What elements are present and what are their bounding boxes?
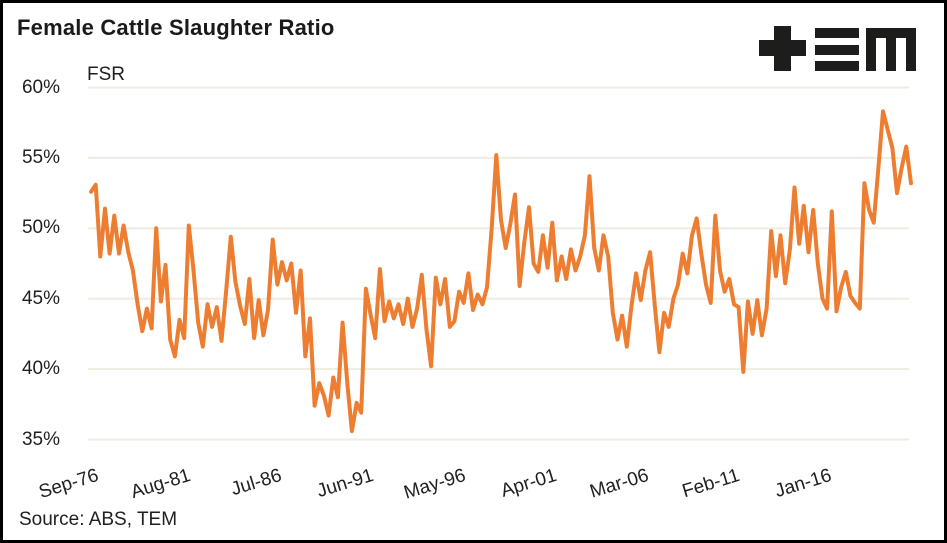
y-axis-label: 35% (21, 428, 60, 450)
y-axis-label: 40% (21, 358, 60, 380)
tem-logo-icon (759, 26, 916, 71)
y-axis-label: 45% (21, 287, 60, 309)
gridlines (88, 86, 909, 441)
y-axis-label: 55% (21, 146, 60, 168)
fsr-data-line (89, 109, 913, 434)
page-title: Female Cattle Slaughter Ratio (17, 15, 335, 40)
tem-logo-shapes (759, 26, 916, 71)
fsr-line-chart (88, 86, 913, 441)
y-axis-label: 50% (21, 217, 60, 239)
y-axis-series-label: FSR (87, 64, 125, 85)
source-note: Source: ABS, TEM (19, 509, 178, 530)
y-axis-label: 60% (21, 76, 60, 98)
